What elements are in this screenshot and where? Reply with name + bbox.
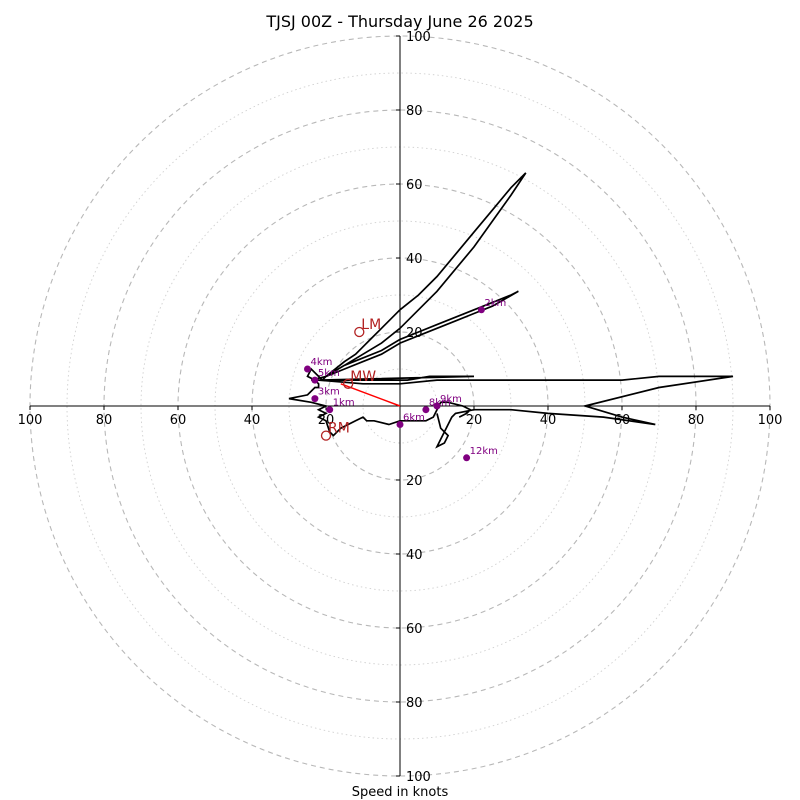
x-tick-label: 40 [244,413,261,428]
height-point-8km [422,406,430,414]
y-tick-label: 40 [406,252,423,267]
height-label-6km: 6km [403,413,425,424]
y-tick-label: 20 [406,474,423,489]
height-label-1km: 1km [333,398,355,409]
y-tick-label: 80 [406,104,423,119]
x-axis-label: Speed in knots [352,785,449,800]
height-label-8km: 8km [429,398,451,409]
height-point-5km [311,376,319,384]
storm-motion-markers: LM MW RM [320,317,381,441]
motion-label-LM: LM [361,317,381,333]
y-tick-label: 80 [406,696,423,711]
motion-marker-RM [320,430,332,441]
x-tick-label: 20 [466,413,483,428]
tick-labels: 1001008080606040402020202040406060808010… [18,30,783,785]
height-point-6km [396,421,404,428]
x-tick-label: 80 [96,413,113,428]
y-tick-label: 60 [406,622,423,637]
height-point-4km [304,365,311,373]
x-tick-label: 100 [758,413,783,428]
height-point-3km [311,395,319,403]
height-label-9km: 9km [440,394,462,405]
height-point-2km [477,306,485,314]
y-tick-label: 60 [406,178,423,193]
motion-label-MW: MW [350,369,376,385]
hodograph-trace [288,172,734,449]
motion-marker-MW [343,378,354,389]
height-point-12km [463,454,471,462]
y-tick-label: 40 [406,548,423,563]
x-tick-label: 80 [688,413,705,428]
x-tick-label: 40 [540,413,557,428]
motion-label-RM: RM [328,421,350,437]
height-label-12km: 12km [470,446,498,457]
height-label-3km: 3km [318,387,340,398]
height-label-4km: 4km [311,357,333,368]
height-label-2km: 2km [484,298,506,309]
height-label-5km: 5km [318,368,340,379]
x-tick-label: 60 [170,413,187,428]
height-point-1km [326,406,334,414]
x-tick-label: 100 [18,413,43,428]
height-point-9km [433,402,441,410]
motion-marker-LM [354,326,365,338]
y-tick-label: 100 [406,30,431,45]
chart-title: TJSJ 00Z - Thursday June 26 2025 [265,12,533,31]
y-tick-label: 100 [406,770,431,785]
